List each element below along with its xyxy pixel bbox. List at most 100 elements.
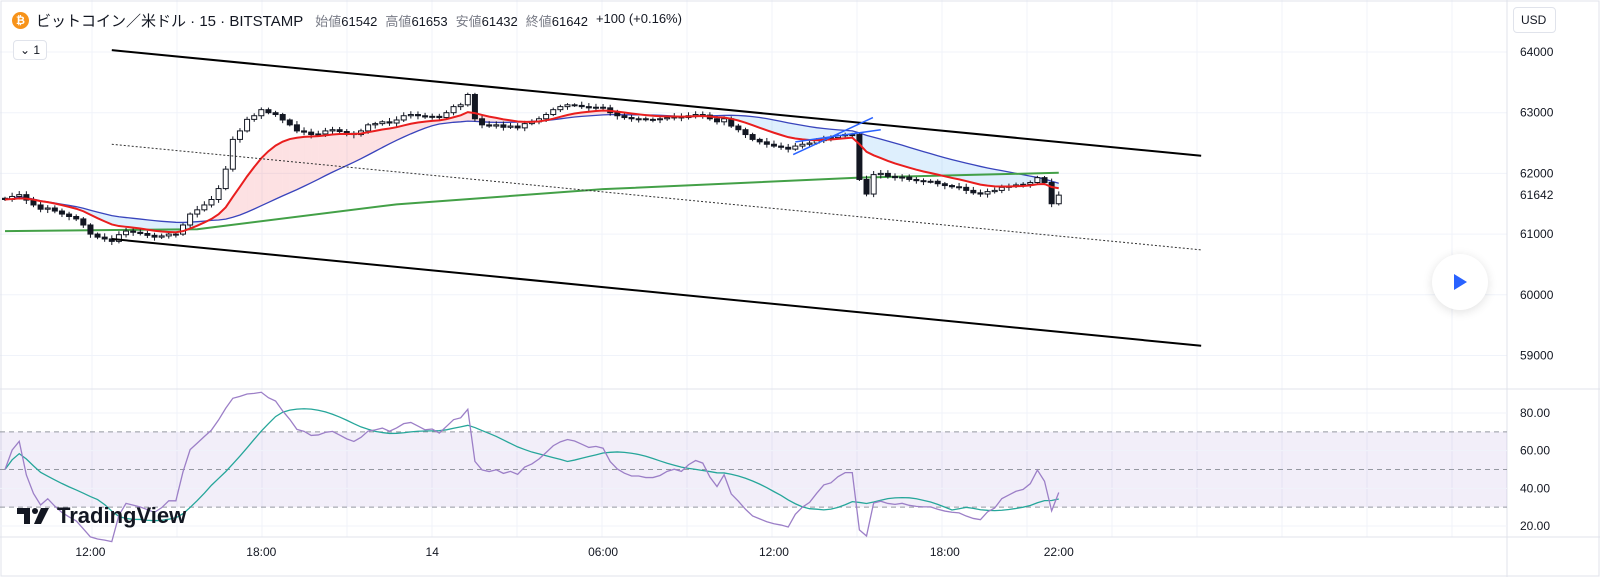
candle-body bbox=[984, 191, 991, 195]
price-tick-label: 63000 bbox=[1520, 106, 1554, 120]
time-tick-label: 22:00 bbox=[1044, 545, 1074, 559]
ma-cloud-fill bbox=[966, 163, 974, 183]
candle-body bbox=[80, 218, 87, 226]
candle-body bbox=[877, 172, 884, 176]
candle-body bbox=[493, 124, 500, 127]
time-tick-label: 12:00 bbox=[759, 545, 789, 559]
candle-body bbox=[642, 118, 649, 121]
candle-body bbox=[407, 114, 414, 117]
close-value: 61642 bbox=[551, 14, 588, 29]
candle-body bbox=[66, 213, 73, 217]
ma-cloud-fill bbox=[275, 141, 283, 200]
candle-body bbox=[386, 121, 393, 124]
candle-body bbox=[557, 106, 564, 111]
candle-body bbox=[471, 93, 478, 120]
rsi-tick-label: 80.00 bbox=[1520, 406, 1550, 420]
candle-body bbox=[941, 183, 948, 187]
candle-body bbox=[585, 106, 592, 109]
high-label: 高値 bbox=[385, 14, 412, 29]
price-tick-label: 61000 bbox=[1520, 227, 1554, 241]
candle-body bbox=[279, 114, 286, 121]
candle-body bbox=[286, 119, 293, 126]
ma-cloud-fill bbox=[97, 212, 105, 222]
candle-body bbox=[172, 233, 179, 236]
ma-cloud-fill bbox=[368, 130, 376, 155]
candle-body bbox=[115, 234, 122, 242]
last-price-label-bg bbox=[1509, 186, 1559, 205]
candle-body bbox=[123, 230, 130, 236]
ma-cloud-fill bbox=[866, 135, 874, 156]
ma-cloud-fill bbox=[289, 137, 297, 193]
candle-body bbox=[963, 186, 970, 191]
symbol-title[interactable]: ビットコイン／米ドル · 15 · BITSTAMP bbox=[36, 13, 304, 30]
ma-cloud-fill bbox=[396, 125, 404, 141]
ma-cloud-fill bbox=[788, 122, 796, 139]
ma-cloud-fill bbox=[816, 127, 824, 141]
candle-body bbox=[792, 145, 799, 150]
candle-body bbox=[628, 117, 635, 120]
chevron-down-icon: ⌄ bbox=[19, 43, 34, 57]
ma-cloud-fill bbox=[168, 221, 176, 233]
candle-body bbox=[400, 115, 407, 121]
candle-body bbox=[778, 145, 785, 148]
candle-body bbox=[414, 114, 421, 117]
ma-cloud-fill bbox=[987, 167, 995, 187]
ma-cloud-fill bbox=[403, 123, 411, 138]
candle-body bbox=[749, 134, 756, 140]
indicator-count: 1 bbox=[33, 43, 41, 57]
candle-body bbox=[806, 142, 813, 145]
candle-body bbox=[158, 235, 165, 238]
candle-body bbox=[514, 125, 521, 129]
candle-body bbox=[194, 209, 201, 215]
candle-body bbox=[94, 233, 101, 238]
ma-cloud-fill bbox=[795, 124, 803, 140]
ma-cloud-fill bbox=[140, 219, 148, 230]
ma-cloud-fill bbox=[346, 133, 354, 166]
ma-cloud-fill bbox=[339, 133, 347, 169]
candle-body bbox=[201, 204, 208, 211]
price-tick-label: 59000 bbox=[1520, 349, 1554, 363]
symbol-legend: ₿ ビットコイン／米ドル · 15 · BITSTAMP 始値61542 高値6… bbox=[12, 10, 682, 31]
ma-cloud-fill bbox=[332, 134, 340, 173]
ma-cloud-fill bbox=[382, 128, 390, 148]
currency-button[interactable]: USD bbox=[1513, 7, 1556, 33]
candle-body bbox=[329, 129, 336, 132]
candle-body bbox=[229, 138, 236, 170]
candle-body bbox=[998, 186, 1005, 191]
ma-cloud-fill bbox=[759, 117, 767, 131]
tradingview-logo[interactable]: TradingView bbox=[17, 503, 186, 529]
indicators-collapse-button[interactable]: ⌄ 1 bbox=[13, 40, 47, 60]
ma-cloud-fill bbox=[802, 125, 810, 140]
ma-cloud-fill bbox=[923, 151, 931, 173]
candle-body bbox=[785, 146, 792, 150]
rsi-line bbox=[4, 391, 1060, 543]
change-value: +100 (+0.16%) bbox=[595, 11, 682, 26]
ma-cloud-fill bbox=[311, 136, 319, 183]
ma-cloud-fill bbox=[126, 217, 134, 228]
candle-body bbox=[436, 115, 443, 119]
candle-body bbox=[1041, 177, 1048, 184]
price-tick-label: 60000 bbox=[1520, 288, 1554, 302]
ema-line bbox=[4, 109, 1059, 234]
ma-cloud-fill bbox=[902, 145, 910, 168]
wedge-line-2-trendline bbox=[795, 128, 881, 143]
ma-cloud-fill bbox=[361, 132, 369, 159]
candle-body bbox=[144, 232, 151, 236]
candle-body bbox=[649, 118, 656, 121]
candle-body bbox=[550, 109, 557, 116]
candle-body bbox=[521, 123, 528, 129]
candle-body bbox=[301, 130, 308, 133]
ma-cloud-fill bbox=[944, 157, 952, 178]
candle-body bbox=[884, 172, 891, 177]
candle-body bbox=[151, 234, 158, 238]
candle-body bbox=[500, 124, 507, 128]
ma-cloud-fill bbox=[766, 118, 774, 133]
ma-cloud-fill bbox=[118, 216, 127, 227]
ma-cloud-fill bbox=[959, 161, 967, 182]
candle-body bbox=[429, 115, 436, 118]
candle-body bbox=[379, 121, 386, 125]
scroll-to-realtime-button[interactable] bbox=[1432, 254, 1488, 310]
play-icon bbox=[1454, 274, 1467, 290]
